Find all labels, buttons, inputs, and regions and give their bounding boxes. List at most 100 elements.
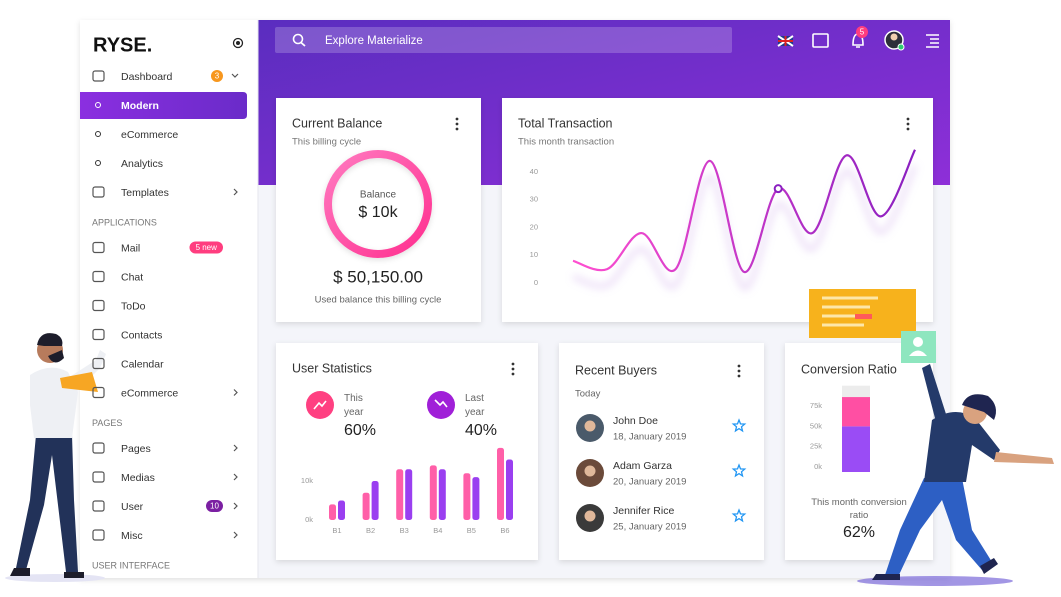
search-icon-handle <box>300 41 306 47</box>
y-tick-label: 0 <box>534 278 538 287</box>
menu-item[interactable]: Analytics <box>121 158 163 170</box>
y-tick-label: 10 <box>530 250 538 259</box>
bar <box>438 469 446 520</box>
conversion-caption: This month conversion ratio <box>811 497 907 521</box>
search-placeholder[interactable]: Explore Materialize <box>325 35 423 47</box>
user-tile-head <box>913 337 923 347</box>
megaphone <box>60 372 98 392</box>
section-title: APPLICATIONS <box>92 217 157 227</box>
menu-icon[interactable] <box>926 34 939 48</box>
menu-icon <box>92 386 105 399</box>
stat-trend <box>434 399 448 408</box>
buyer-face <box>584 465 596 477</box>
search-bar[interactable] <box>275 27 732 53</box>
man-beard <box>48 350 64 363</box>
buyer-date: 25, January 2019 <box>613 522 686 533</box>
flag-stripe <box>778 36 793 46</box>
menu-item[interactable]: Medias <box>121 472 155 484</box>
bar <box>362 492 370 520</box>
card-subtitle: Today <box>575 389 601 400</box>
bar <box>463 473 471 520</box>
more-icon[interactable] <box>906 117 910 131</box>
note-mark <box>855 314 872 319</box>
x-tick-label: B2 <box>366 526 375 535</box>
section-title: PAGES <box>92 418 122 428</box>
ring-value: $ 10k <box>358 204 398 221</box>
card-title: Current Balance <box>292 116 382 130</box>
menu-item[interactable]: Dashboard <box>121 71 173 83</box>
menu-item[interactable]: Contacts <box>121 329 162 341</box>
bar <box>497 447 504 520</box>
user-stats-card <box>276 343 538 560</box>
active-item <box>80 92 247 119</box>
menu-item[interactable]: eCommerce <box>121 129 178 141</box>
menu-icon <box>92 442 105 454</box>
chevron-right <box>233 389 238 396</box>
buyer-face <box>584 510 596 522</box>
woman-hand <box>994 452 1054 464</box>
man-legs <box>16 435 78 572</box>
illustration-woman <box>872 364 1054 580</box>
line-shadow <box>572 164 918 291</box>
bar <box>396 469 404 520</box>
menu-item[interactable]: ToDo <box>121 300 146 312</box>
y-tick-label: 40 <box>530 167 538 176</box>
menu-item[interactable]: Templates <box>121 187 169 199</box>
conversion-value: 62% <box>843 524 875 541</box>
bar-segment <box>842 397 870 427</box>
menu-item[interactable]: User <box>121 501 144 513</box>
menu-icon <box>92 186 105 198</box>
bar <box>429 465 437 520</box>
user-tile-body <box>909 350 927 356</box>
logo: RYSE. <box>93 34 152 56</box>
card-title: Conversion Ratio <box>801 362 897 376</box>
flag-icon[interactable] <box>777 35 794 47</box>
menu-icon <box>92 70 105 82</box>
woman-arm <box>922 364 946 422</box>
user-tile <box>901 331 936 363</box>
menu-icon <box>92 471 105 483</box>
chevron-right <box>233 188 238 196</box>
balance-ring <box>324 150 432 258</box>
woman-shoes <box>872 558 998 580</box>
menu-item[interactable]: Chat <box>121 271 143 283</box>
collapse-toggle[interactable] <box>232 37 244 49</box>
favorite-star[interactable] <box>731 418 747 433</box>
transaction-card <box>502 98 933 322</box>
menu-icon <box>92 328 105 341</box>
y-tick-label: 20 <box>530 222 538 231</box>
fullscreen-icon[interactable] <box>812 33 829 48</box>
badge-text: 3 <box>215 72 220 81</box>
bar <box>506 459 513 520</box>
menu-item[interactable]: Misc <box>121 530 143 542</box>
illustration-man <box>10 333 106 578</box>
more-icon[interactable] <box>455 117 459 131</box>
note-card <box>809 289 916 338</box>
menu-item[interactable]: Pages <box>121 443 151 455</box>
favorite-star[interactable] <box>731 463 747 478</box>
card-title: User Statistics <box>292 361 372 375</box>
buyer-date: 18, January 2019 <box>613 432 686 443</box>
menu-item[interactable]: Modern <box>121 100 159 112</box>
bar <box>405 469 413 520</box>
buyer-name: John Doe <box>613 415 658 427</box>
highlight-point <box>773 184 783 194</box>
avatar-face <box>890 33 898 41</box>
menu-icon <box>92 529 105 541</box>
card-subtitle: This billing cycle <box>292 137 361 148</box>
collapse-toggle-dot <box>236 41 240 45</box>
x-tick-label: B6 <box>500 526 509 535</box>
chevron-right <box>233 444 238 452</box>
menu-item[interactable]: Calendar <box>121 358 164 370</box>
chevron-right <box>233 502 238 510</box>
menu-icon <box>92 270 105 283</box>
favorite-star[interactable] <box>731 508 747 523</box>
stat-value: 40% <box>465 422 497 439</box>
buyer-face <box>584 420 596 432</box>
x-tick-label: B5 <box>467 526 476 535</box>
menu-item[interactable]: eCommerce <box>121 387 178 399</box>
more-icon[interactable] <box>511 362 515 376</box>
menu-item[interactable]: Mail <box>121 242 140 254</box>
woman-hair <box>962 394 996 420</box>
more-icon[interactable] <box>737 364 741 378</box>
